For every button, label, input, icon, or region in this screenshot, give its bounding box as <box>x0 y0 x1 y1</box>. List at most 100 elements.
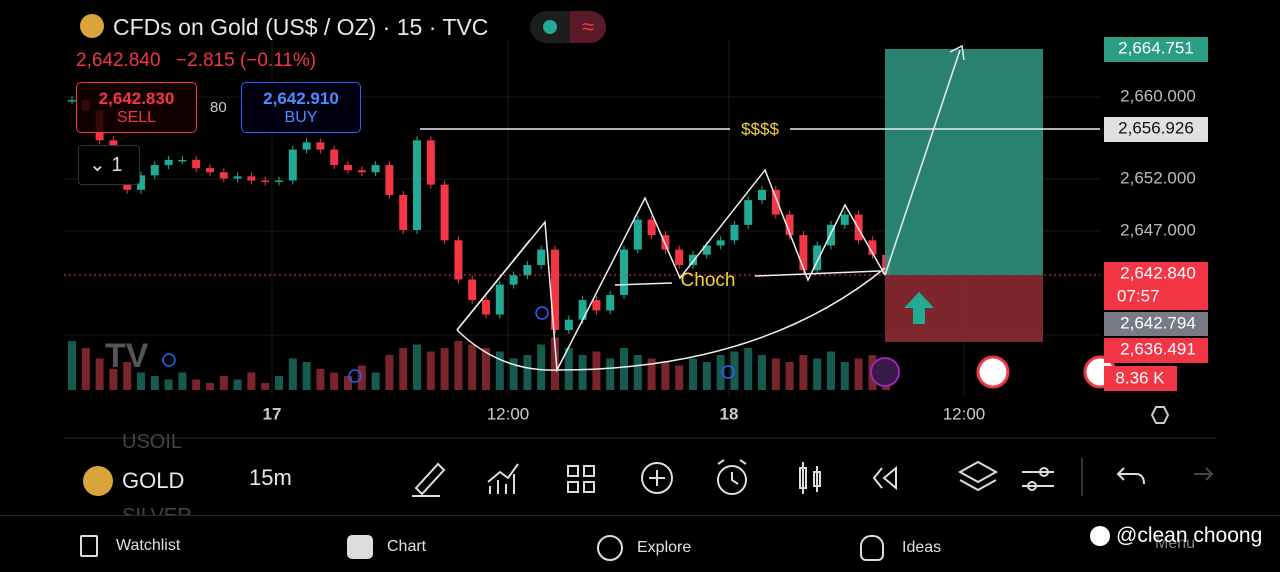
candle <box>288 149 297 181</box>
price-label: 2,664.751 <box>1118 38 1194 57</box>
candle <box>385 165 394 195</box>
candle <box>840 214 849 225</box>
volume-bar <box>95 358 104 390</box>
settings-tool[interactable] <box>1022 467 1054 491</box>
price-label: 2,642.794 <box>1120 313 1196 332</box>
volume-bar <box>716 355 725 390</box>
volume-bar <box>620 348 628 390</box>
objects-tool[interactable] <box>957 460 999 492</box>
layers-toggle[interactable]: ⌄ 1 <box>78 145 140 185</box>
volume-bar <box>813 358 822 390</box>
candle <box>68 100 76 102</box>
nav-watchlist[interactable]: Watchlist <box>80 535 180 557</box>
redo-tool[interactable] <box>1194 467 1214 481</box>
volume-bar <box>302 362 311 390</box>
divider <box>0 515 1280 516</box>
loss-zone <box>885 275 1043 342</box>
volume-bar <box>233 379 242 390</box>
price-label: 2,656.926 <box>1118 118 1194 137</box>
candle <box>316 142 325 150</box>
volume-bar <box>495 351 504 390</box>
add-tool[interactable] <box>641 462 673 494</box>
candle <box>302 142 311 150</box>
price-label: 2,642.840 <box>1120 263 1196 282</box>
layout-tool[interactable] <box>567 465 595 493</box>
candle <box>192 159 201 169</box>
indicators-tool[interactable] <box>487 463 519 494</box>
settings-icon[interactable] <box>1150 406 1170 424</box>
interval[interactable]: 15m <box>249 465 292 490</box>
nav-explore[interactable]: Explore <box>597 535 691 561</box>
volume-bar <box>771 358 780 390</box>
volume-bar <box>854 358 863 390</box>
toolbar-icons <box>412 458 1214 497</box>
spread: 80 <box>210 99 227 116</box>
time-label: 12:00 <box>943 404 986 423</box>
current-symbol[interactable]: GOLD <box>122 468 185 493</box>
candle <box>716 240 725 246</box>
draw-tool[interactable] <box>412 462 446 497</box>
buy-button[interactable]: 2,642.910 BUY <box>241 82 361 133</box>
alert-tool[interactable] <box>717 459 747 495</box>
us-flag-icon[interactable] <box>976 355 1010 389</box>
volume-bar <box>509 358 518 390</box>
time-axis: 17 12:00 18 12:00 <box>263 404 986 423</box>
volume-bar <box>482 348 490 390</box>
candle <box>150 165 159 176</box>
nav-ideas[interactable]: Ideas <box>860 535 941 561</box>
volume-bar <box>357 365 366 390</box>
symbol-logo <box>80 14 104 38</box>
up-arrow-icon <box>904 292 934 324</box>
candle <box>827 224 835 246</box>
symbol-title[interactable]: CFDs on Gold (US$ / OZ) · 15 · TVC <box>113 14 489 40</box>
drawings <box>420 44 1100 373</box>
volume-bar <box>164 379 173 390</box>
candle <box>606 294 615 311</box>
event-icon[interactable] <box>870 357 900 387</box>
volume-bar <box>150 376 159 390</box>
volume-bar <box>523 355 532 390</box>
volume-bar <box>592 351 601 390</box>
candle <box>233 176 242 179</box>
choch-label: Choch <box>681 270 736 291</box>
volume-bar <box>758 355 766 390</box>
sell-button[interactable]: 2,642.830 SELL <box>76 82 197 133</box>
price-label: 2,636.491 <box>1120 339 1196 358</box>
replay-tool[interactable] <box>872 465 897 491</box>
candle <box>206 168 214 173</box>
candle <box>426 140 435 185</box>
candle <box>537 249 546 266</box>
volume-bar <box>633 355 642 390</box>
nav-chart[interactable]: Chart <box>347 535 426 559</box>
volume-bar <box>275 376 283 390</box>
market-status[interactable]: ≈ <box>530 11 606 43</box>
symbol-prev[interactable]: USOIL <box>122 431 183 453</box>
layer-count: 1 <box>111 154 123 176</box>
symbol-next[interactable]: SILVER <box>122 505 192 515</box>
candle <box>454 240 463 280</box>
price-label: 2,647.000 <box>1120 220 1196 239</box>
volume-bar <box>109 369 118 390</box>
candle <box>164 159 173 166</box>
candle <box>357 170 366 173</box>
volume-bar <box>68 341 76 390</box>
volume-bar <box>344 376 352 390</box>
volume-bar <box>288 358 297 390</box>
nav-menu[interactable]: Menu <box>1155 535 1195 553</box>
volume-bar <box>675 365 684 390</box>
candle <box>509 275 518 285</box>
volume-bar <box>606 358 615 390</box>
volume-bar <box>413 344 421 390</box>
candle <box>868 240 877 255</box>
undo-tool[interactable] <box>1116 467 1145 485</box>
candle <box>620 249 628 295</box>
chart-type-tool[interactable] <box>799 462 821 494</box>
volume-bar <box>123 362 132 390</box>
candle <box>647 219 656 236</box>
tv-logo: TV <box>105 337 149 375</box>
volume-bar <box>702 362 711 390</box>
candle <box>523 265 532 276</box>
volume-bar <box>261 383 270 390</box>
countdown: 07:57 <box>1117 286 1160 305</box>
candle <box>592 300 601 311</box>
